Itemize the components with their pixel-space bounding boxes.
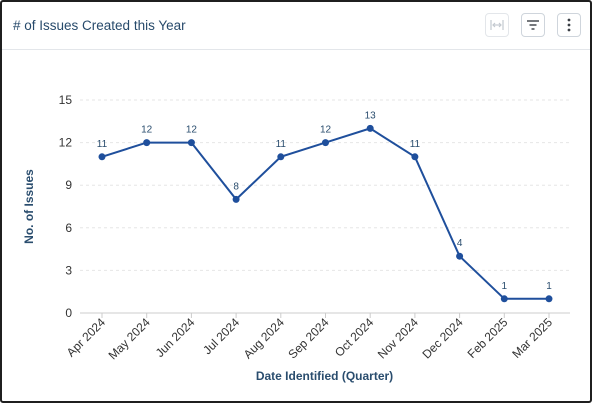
filter-icon	[527, 20, 539, 30]
data-point	[98, 153, 106, 161]
x-tick-label: May 2024	[106, 315, 153, 362]
data-label: 8	[233, 181, 239, 192]
x-tick-label: Mar 2025	[509, 315, 555, 361]
fit-width-icon	[490, 20, 504, 30]
data-point	[322, 139, 329, 147]
y-axis-ticks: 0 3 6 9 12 15	[59, 93, 73, 320]
data-point	[187, 139, 195, 147]
x-tick-label: Aug 2024	[241, 315, 287, 361]
data-points	[98, 124, 553, 303]
card-header: # of Issues Created this Year	[2, 2, 590, 50]
x-tick-label: Oct 2024	[332, 315, 377, 360]
x-tick-label: Apr 2024	[64, 315, 109, 360]
data-label: 11	[276, 139, 287, 150]
data-point	[232, 195, 240, 203]
x-tick-label: Sep 2024	[285, 315, 331, 361]
y-tick-label: 6	[65, 221, 72, 235]
more-vertical-icon	[567, 18, 571, 32]
data-point	[500, 295, 508, 303]
data-label: 13	[365, 110, 377, 121]
data-label: 4	[457, 238, 463, 249]
data-label: 12	[186, 125, 198, 136]
y-tick-label: 3	[65, 263, 72, 277]
y-tick-label: 12	[59, 136, 73, 150]
x-tick-label: Jun 2024	[153, 315, 198, 360]
x-axis-title: Date Identified (Quarter)	[256, 369, 393, 383]
data-label: 11	[410, 139, 421, 150]
chart-title: # of Issues Created this Year	[13, 18, 186, 33]
data-label: 12	[320, 125, 332, 136]
data-label: 11	[97, 139, 108, 150]
x-tick-label: Nov 2024	[375, 315, 421, 361]
x-tick-label: Feb 2025	[465, 315, 511, 361]
data-label: 12	[141, 125, 153, 136]
filter-button[interactable]	[521, 13, 545, 37]
data-label: 1	[502, 281, 508, 292]
x-tick-label: Jul 2024	[200, 315, 242, 357]
more-options-button[interactable]	[557, 13, 581, 37]
series-line	[101, 127, 549, 300]
data-point	[143, 139, 151, 147]
data-label: 1	[546, 281, 552, 292]
data-point	[277, 153, 285, 161]
data-point	[456, 252, 464, 260]
x-tick-label: Dec 2024	[419, 315, 465, 361]
y-tick-label: 15	[59, 93, 73, 107]
data-point	[411, 153, 419, 161]
y-tick-label: 9	[65, 178, 72, 192]
fit-width-button[interactable]	[485, 13, 509, 37]
data-point	[366, 124, 374, 132]
data-point	[545, 295, 553, 303]
gridlines	[80, 99, 570, 271]
y-axis-title: No. of Issues	[22, 169, 36, 244]
y-tick-label: 0	[65, 306, 72, 320]
